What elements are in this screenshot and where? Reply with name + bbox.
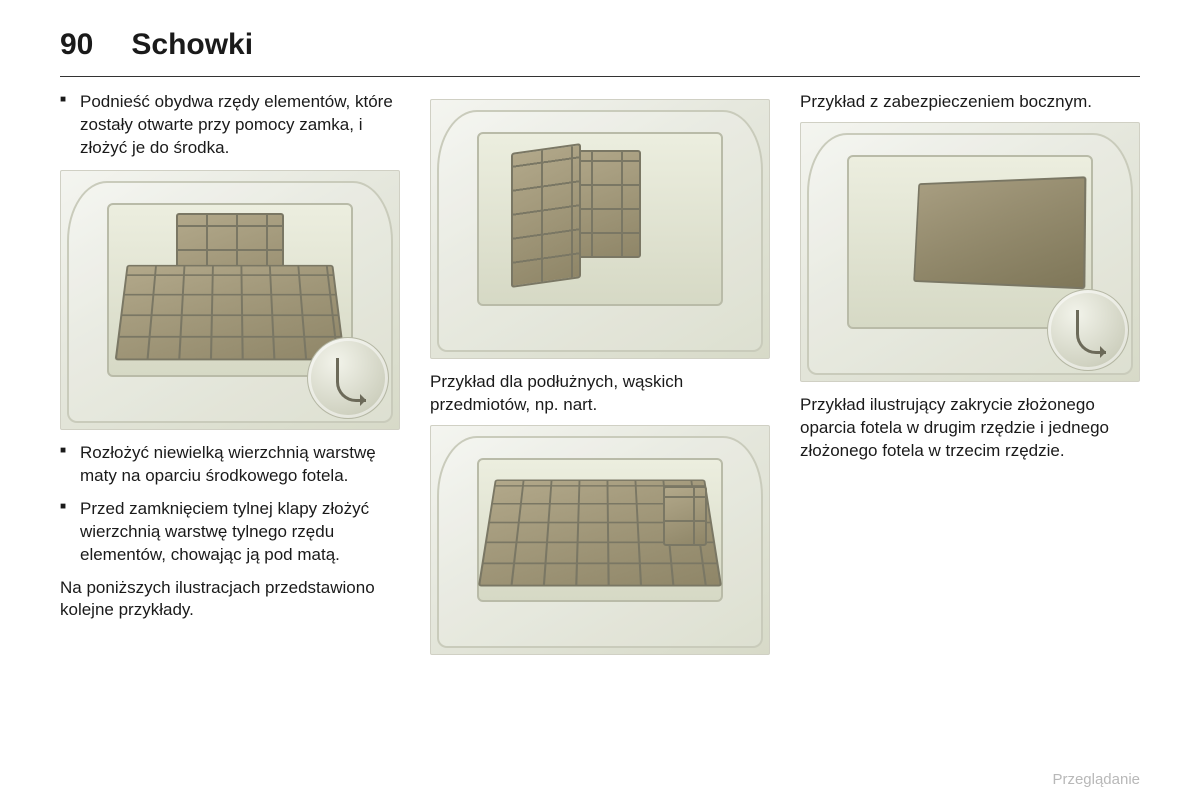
footer-text: Przeglądanie <box>1052 771 1140 788</box>
caption: Przykład dla podłużnych, wąskich przedmi… <box>430 371 770 417</box>
illustration-wide-floor <box>430 425 770 655</box>
bullet-item: Rozłożyć niewielką wierzchnią warstwę ma… <box>60 442 400 488</box>
page-header: 90 Schowki <box>60 28 1140 62</box>
header-rule <box>60 76 1140 77</box>
bullet-list-1: Podnieść obydwa rzędy elementów, które z… <box>60 91 400 160</box>
caption-top: Przykład z zabezpieczeniem bocznym. <box>800 91 1140 114</box>
illustration-trunk-folded <box>60 170 400 430</box>
bullet-item: Podnieść obydwa rzędy elementów, które z… <box>60 91 400 160</box>
bullet-item: Przed zamknięciem tylnej klapy złożyć wi… <box>60 498 400 567</box>
section-title: Schowki <box>131 28 253 62</box>
detail-inset-icon <box>1047 289 1129 371</box>
column-2: Przykład dla podłużnych, wąskich przedmi… <box>430 91 770 667</box>
detail-inset-icon <box>307 337 389 419</box>
column-3: Przykład z zabezpieczeniem bocznym. Przy… <box>800 91 1140 667</box>
caption-bottom: Przykład ilustrujący zakrycie złożonego … <box>800 394 1140 463</box>
page-number: 90 <box>60 28 93 62</box>
bullet-list-2: Rozłożyć niewielką wierzchnią warstwę ma… <box>60 442 400 567</box>
illustration-side-securing <box>800 122 1140 382</box>
illustration-narrow-items <box>430 99 770 359</box>
paragraph: Na poniższych ilustracjach przedstawiono… <box>60 577 400 623</box>
content-columns: Podnieść obydwa rzędy elementów, które z… <box>60 91 1140 667</box>
column-1: Podnieść obydwa rzędy elementów, które z… <box>60 91 400 667</box>
